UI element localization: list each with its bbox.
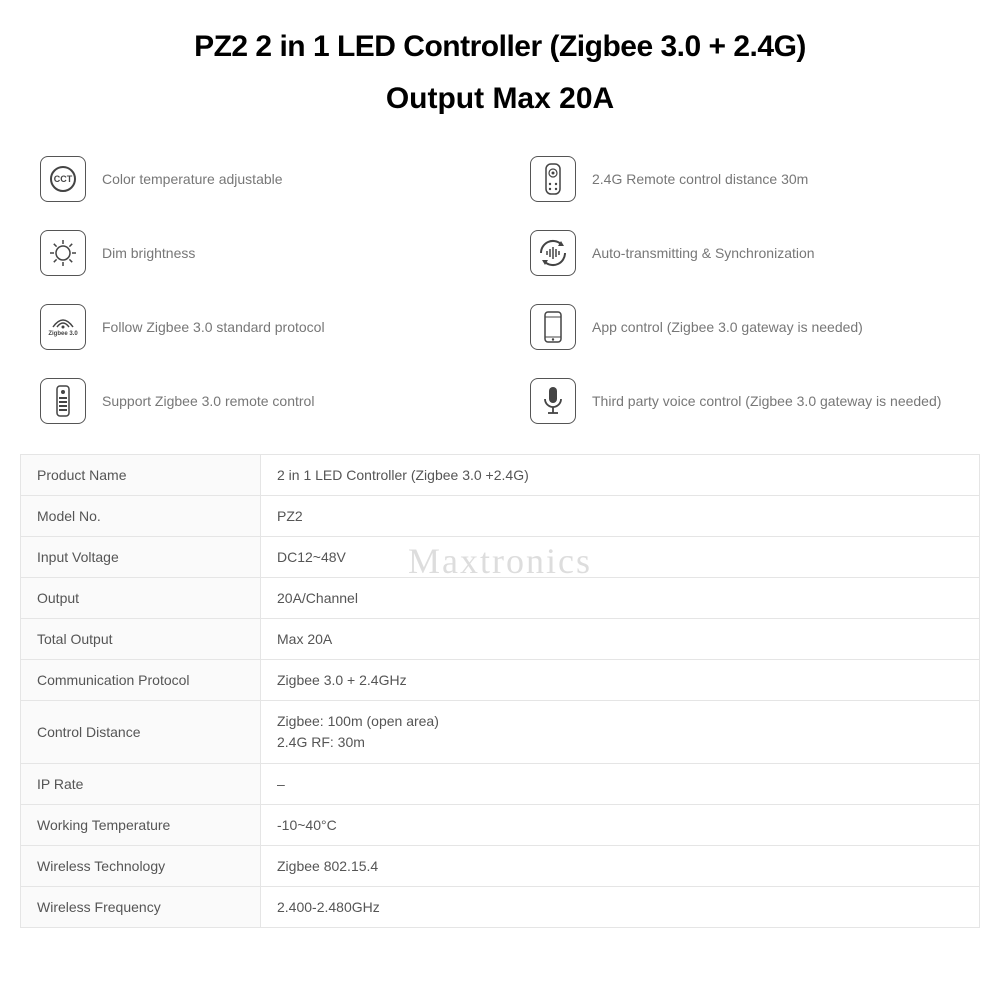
feature-label: Support Zigbee 3.0 remote control — [102, 393, 314, 409]
feature-sync: Auto-transmitting & Synchronization — [530, 230, 960, 276]
feature-24g-remote: 2.4G Remote control distance 30m — [530, 156, 960, 202]
spec-key: Wireless Technology — [21, 846, 261, 887]
feature-app-control: App control (Zigbee 3.0 gateway is neede… — [530, 304, 960, 350]
spec-value: 2.400-2.480GHz — [261, 887, 980, 928]
spec-value: Max 20A — [261, 619, 980, 660]
spec-value: 2 in 1 LED Controller (Zigbee 3.0 +2.4G) — [261, 455, 980, 496]
spec-key: Input Voltage — [21, 537, 261, 578]
spec-key: Product Name — [21, 455, 261, 496]
table-row: Wireless Frequency2.400-2.480GHz — [21, 887, 980, 928]
spec-value: -10~40°C — [261, 805, 980, 846]
spec-key: Control Distance — [21, 701, 261, 764]
spec-table: Product Name2 in 1 LED Controller (Zigbe… — [20, 454, 980, 928]
spec-key: IP Rate — [21, 764, 261, 805]
table-row: Product Name2 in 1 LED Controller (Zigbe… — [21, 455, 980, 496]
feature-label: Follow Zigbee 3.0 standard protocol — [102, 319, 325, 335]
spec-value: 20A/Channel — [261, 578, 980, 619]
remote2-icon — [530, 156, 576, 202]
page-title-line1: PZ2 2 in 1 LED Controller (Zigbee 3.0 + … — [0, 30, 1000, 64]
feature-zigbee-remote: Support Zigbee 3.0 remote control — [40, 378, 470, 424]
spec-key: Wireless Frequency — [21, 887, 261, 928]
feature-voice-control: Third party voice control (Zigbee 3.0 ga… — [530, 378, 960, 424]
spec-key: Total Output — [21, 619, 261, 660]
title-block: PZ2 2 in 1 LED Controller (Zigbee 3.0 + … — [0, 0, 1000, 136]
feature-label: Third party voice control (Zigbee 3.0 ga… — [592, 393, 941, 409]
spec-value: PZ2 — [261, 496, 980, 537]
spec-key: Communication Protocol — [21, 660, 261, 701]
zigbee-icon-label: Zigbee 3.0 — [48, 331, 77, 337]
cct-icon: CCT — [40, 156, 86, 202]
spec-value: DC12~48V — [261, 537, 980, 578]
mic-icon — [530, 378, 576, 424]
sync-icon — [530, 230, 576, 276]
table-row: Model No.PZ2 — [21, 496, 980, 537]
feature-label: Dim brightness — [102, 245, 195, 261]
spec-key: Model No. — [21, 496, 261, 537]
table-row: Communication ProtocolZigbee 3.0 + 2.4GH… — [21, 660, 980, 701]
spec-value: – — [261, 764, 980, 805]
table-row: Wireless TechnologyZigbee 802.15.4 — [21, 846, 980, 887]
spec-key: Output — [21, 578, 261, 619]
features-left-col: CCT Color temperature adjustable Dim bri… — [40, 156, 470, 424]
zigbee-icon: Zigbee 3.0 — [40, 304, 86, 350]
page-title-line2: Output Max 20A — [0, 82, 1000, 116]
spec-value: Zigbee: 100m (open area) 2.4G RF: 30m — [261, 701, 980, 764]
table-row: Total OutputMax 20A — [21, 619, 980, 660]
feature-cct: CCT Color temperature adjustable — [40, 156, 470, 202]
spec-value: Zigbee 3.0 + 2.4GHz — [261, 660, 980, 701]
cct-icon-label: CCT — [50, 166, 76, 192]
feature-brightness: Dim brightness — [40, 230, 470, 276]
remote-icon — [40, 378, 86, 424]
feature-label: 2.4G Remote control distance 30m — [592, 171, 808, 187]
phone-icon — [530, 304, 576, 350]
sun-icon — [40, 230, 86, 276]
table-row: Input VoltageDC12~48V — [21, 537, 980, 578]
feature-zigbee-protocol: Zigbee 3.0 Follow Zigbee 3.0 standard pr… — [40, 304, 470, 350]
feature-label: App control (Zigbee 3.0 gateway is neede… — [592, 319, 863, 335]
table-row: Output20A/Channel — [21, 578, 980, 619]
spec-key: Working Temperature — [21, 805, 261, 846]
table-row: IP Rate– — [21, 764, 980, 805]
features-grid: CCT Color temperature adjustable Dim bri… — [0, 136, 1000, 454]
feature-label: Color temperature adjustable — [102, 171, 283, 187]
table-row: Working Temperature-10~40°C — [21, 805, 980, 846]
spec-value: Zigbee 802.15.4 — [261, 846, 980, 887]
feature-label: Auto-transmitting & Synchronization — [592, 245, 815, 261]
table-row: Control DistanceZigbee: 100m (open area)… — [21, 701, 980, 764]
features-right-col: 2.4G Remote control distance 30m Auto-tr… — [530, 156, 960, 424]
